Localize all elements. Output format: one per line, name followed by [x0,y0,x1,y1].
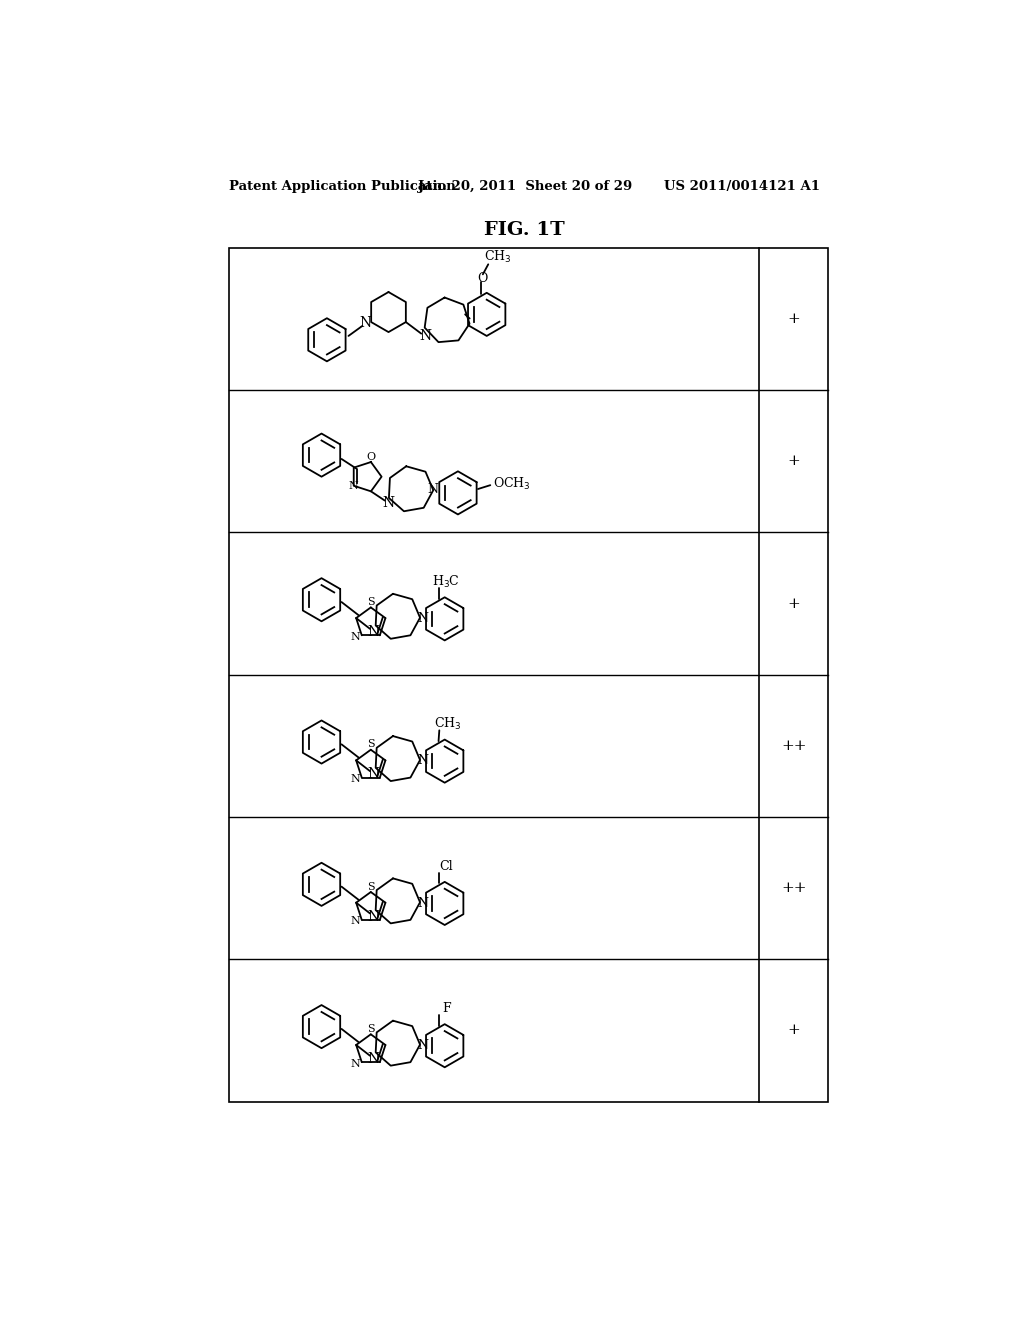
Text: Cl: Cl [439,859,453,873]
Text: N: N [419,329,431,343]
Text: ++: ++ [781,739,807,752]
Text: OCH$_3$: OCH$_3$ [494,475,531,491]
Text: N: N [359,315,372,330]
Text: N: N [350,916,360,927]
Text: +: + [787,312,801,326]
Text: S: S [367,739,375,750]
Text: S: S [367,1024,375,1034]
Text: N: N [350,1059,360,1069]
Text: O: O [367,453,376,462]
Text: ++: ++ [781,882,807,895]
Text: +: + [787,454,801,469]
Text: FIG. 1T: FIG. 1T [484,220,565,239]
Text: N: N [368,1052,380,1065]
Text: S: S [367,882,375,891]
Text: N: N [368,767,380,781]
Text: N: N [349,480,358,491]
Text: Patent Application Publication: Patent Application Publication [229,181,456,193]
Text: N: N [350,632,360,642]
Text: N: N [368,909,380,924]
Text: N: N [383,496,394,510]
Bar [229,248,828,1102]
Text: N: N [418,896,429,909]
Text: N: N [418,1039,429,1052]
Text: O: O [477,272,488,285]
Text: CH$_3$: CH$_3$ [483,249,511,265]
Text: US 2011/0014121 A1: US 2011/0014121 A1 [665,181,820,193]
Text: N: N [418,612,429,626]
Text: CH$_3$: CH$_3$ [434,717,462,733]
Text: H$_3$C: H$_3$C [432,574,460,590]
Text: N: N [350,774,360,784]
Text: S: S [367,597,375,607]
Text: +: + [787,597,801,611]
Text: Jan. 20, 2011  Sheet 20 of 29: Jan. 20, 2011 Sheet 20 of 29 [418,181,632,193]
Text: F: F [442,1002,451,1015]
Text: N: N [368,624,380,639]
Text: N: N [418,754,429,767]
Text: +: + [787,1023,801,1038]
Text: N: N [428,483,439,495]
